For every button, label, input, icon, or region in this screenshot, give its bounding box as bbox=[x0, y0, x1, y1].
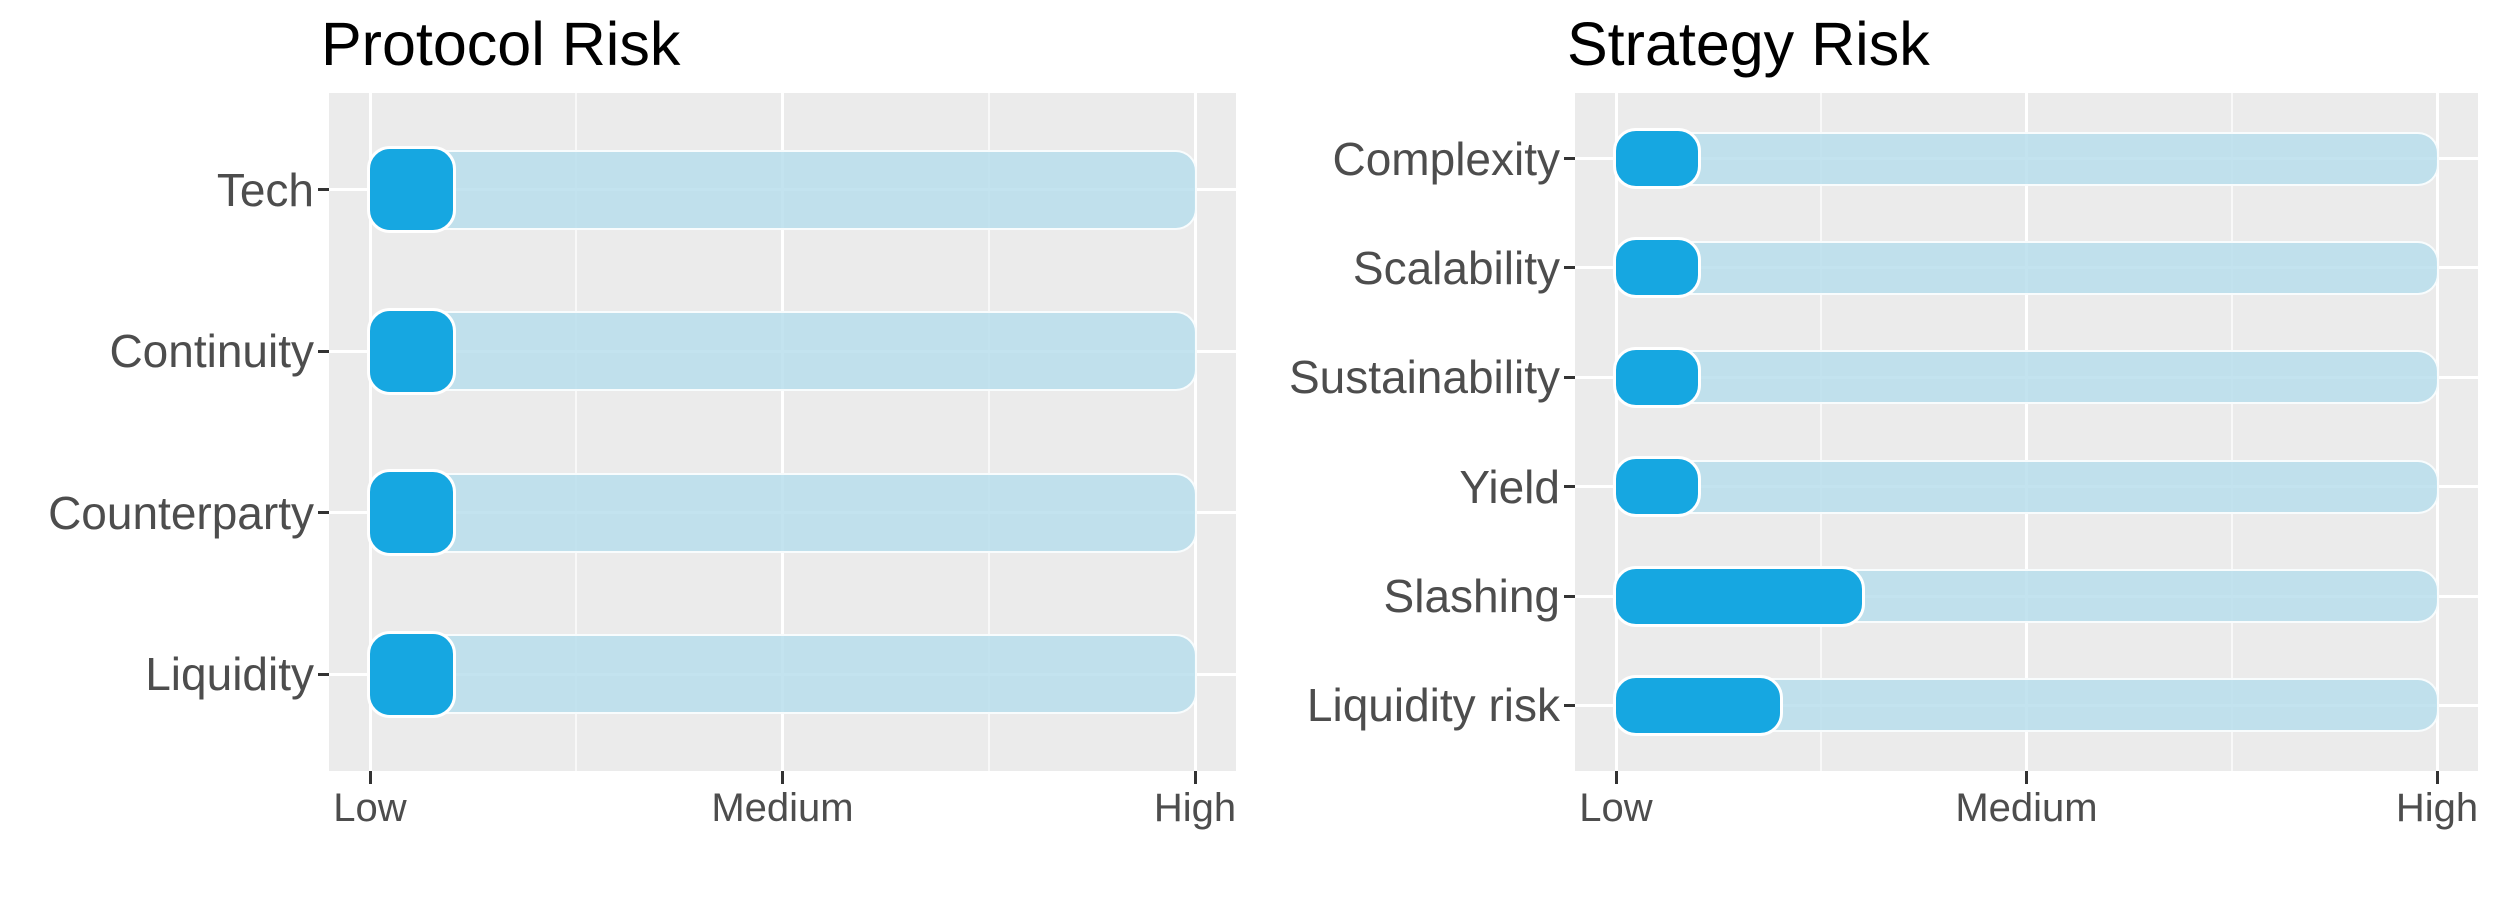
risk-track-bar bbox=[1614, 240, 2439, 295]
category-label: Sustainability bbox=[1288, 351, 1560, 404]
category-label: Continuity bbox=[109, 325, 314, 378]
y-axis-tick bbox=[318, 672, 329, 676]
gridline-major-vertical bbox=[1193, 93, 1197, 771]
category-label: Scalability bbox=[1352, 241, 1560, 294]
gridline-major-vertical bbox=[2435, 93, 2439, 771]
x-tick-label: Low bbox=[1579, 786, 1653, 830]
x-tick-label: High bbox=[2395, 786, 2479, 830]
y-axis-tick bbox=[1564, 594, 1575, 598]
x-tick-label: Low bbox=[333, 786, 407, 830]
category-label: Tech bbox=[216, 163, 314, 216]
risk-value-bar bbox=[367, 146, 456, 234]
gridline-major-vertical bbox=[781, 93, 784, 771]
x-axis-tick bbox=[781, 771, 784, 784]
risk-value-bar bbox=[1613, 456, 1701, 518]
risk-track-bar bbox=[368, 311, 1197, 392]
x-axis-tick bbox=[368, 771, 372, 784]
gridline-minor-vertical bbox=[575, 93, 578, 771]
risk-value-bar bbox=[1613, 346, 1701, 408]
risk-track-bar bbox=[1614, 131, 2439, 186]
gridline-major-vertical bbox=[368, 93, 372, 771]
risk-value-bar bbox=[367, 307, 456, 395]
x-axis-tick bbox=[1193, 771, 1197, 784]
x-tick-label: Medium bbox=[1955, 786, 2098, 830]
y-axis-tick bbox=[318, 349, 329, 353]
risk-track-bar bbox=[1614, 459, 2439, 514]
gridline-major-vertical bbox=[1614, 93, 1618, 771]
y-axis-tick bbox=[318, 188, 329, 192]
gridline-minor-vertical bbox=[1820, 93, 1823, 771]
risk-track-bar bbox=[368, 472, 1197, 553]
category-label: Yield bbox=[1459, 460, 1560, 513]
x-axis-tick bbox=[2435, 771, 2439, 784]
category-label: Slashing bbox=[1383, 570, 1560, 623]
x-axis-tick bbox=[2025, 771, 2028, 784]
risk-track-bar bbox=[1614, 350, 2439, 405]
risk-value-bar bbox=[1613, 237, 1701, 299]
risk-value-bar bbox=[367, 630, 456, 718]
category-label: Liquidity bbox=[145, 648, 314, 701]
category-label: Liquidity risk bbox=[1306, 679, 1560, 732]
category-label: Complexity bbox=[1332, 132, 1560, 185]
y-axis-tick bbox=[1564, 266, 1575, 270]
x-tick-label: Medium bbox=[711, 786, 854, 830]
gridline-major-vertical bbox=[2025, 93, 2028, 771]
risk-track-bar bbox=[368, 149, 1197, 230]
chart-title: Protocol Risk bbox=[321, 10, 681, 78]
y-axis-tick bbox=[318, 511, 329, 515]
chart-title: Strategy Risk bbox=[1567, 10, 1930, 78]
risk-value-bar bbox=[367, 469, 456, 557]
y-axis-tick bbox=[1564, 485, 1575, 489]
risk-track-bar bbox=[368, 634, 1197, 715]
gridline-minor-vertical bbox=[2230, 93, 2233, 771]
y-axis-tick bbox=[1564, 375, 1575, 379]
risk-value-bar bbox=[1613, 674, 1783, 736]
x-tick-label: High bbox=[1153, 786, 1237, 830]
y-axis-tick bbox=[1564, 703, 1575, 707]
x-axis-tick bbox=[1614, 771, 1618, 784]
y-axis-tick bbox=[1564, 157, 1575, 161]
risk-value-bar bbox=[1613, 128, 1701, 190]
gridline-minor-vertical bbox=[987, 93, 990, 771]
category-label: Counterparty bbox=[48, 486, 314, 539]
risk-value-bar bbox=[1613, 565, 1865, 627]
